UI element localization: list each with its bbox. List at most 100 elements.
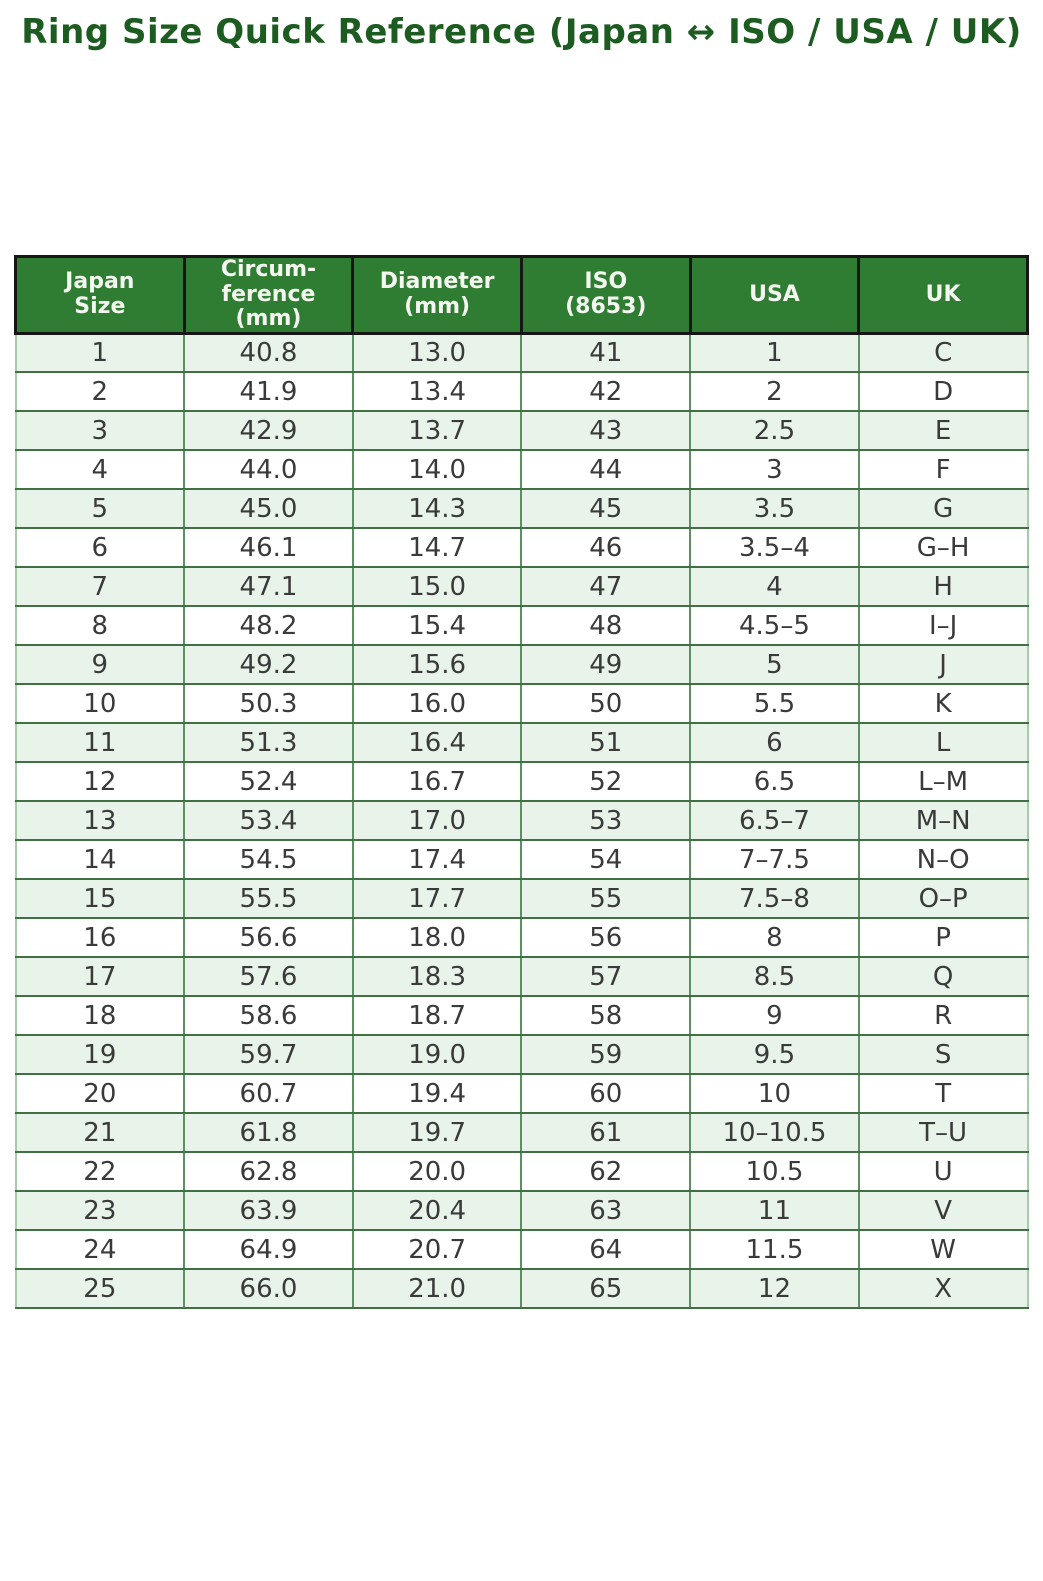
table-cell: C — [857, 332, 1029, 374]
table-cell: 13.7 — [351, 410, 523, 452]
table-row: 13 53.4 17.0 53 6.5–7 M–N — [14, 800, 1029, 842]
table-cell: 3.5 — [689, 488, 860, 530]
table-cell: 6.5–7 — [689, 800, 860, 842]
table-cell: 62 — [520, 1151, 692, 1193]
table-cell: 48 — [520, 605, 692, 647]
table-cell: 4 — [14, 449, 186, 491]
table-cell: 18.3 — [351, 956, 523, 998]
table-cell: 15.4 — [351, 605, 523, 647]
table-cell: 2 — [689, 371, 860, 413]
table-row: 8 48.2 15.4 48 4.5–5 I–J — [14, 605, 1029, 647]
table-cell: 46.1 — [183, 527, 354, 569]
table-cell: 8 — [14, 605, 186, 647]
table-row: 12 52.4 16.7 52 6.5 L–M — [14, 761, 1029, 803]
table-cell: 17 — [14, 956, 186, 998]
table-cell: 9 — [14, 644, 186, 686]
table-cell: 17.4 — [351, 839, 523, 881]
table-cell: N–O — [857, 839, 1029, 881]
table-cell: 59 — [520, 1034, 692, 1076]
table-cell: 52.4 — [183, 761, 354, 803]
table-cell: 4.5–5 — [689, 605, 860, 647]
table-cell: U — [857, 1151, 1029, 1193]
table-cell: 10 — [14, 683, 186, 725]
table-cell: 50 — [520, 683, 692, 725]
table-row: 23 63.9 20.4 63 11 V — [14, 1190, 1029, 1232]
table-body: 1 40.8 13.0 41 1 C 2 41.9 13.4 42 2 D 3 42.9 13.7 43 2.5… — [14, 332, 1029, 1310]
table-cell: 66.0 — [183, 1268, 354, 1310]
table-row: 7 47.1 15.0 47 4 H — [14, 566, 1029, 608]
table-cell: 49.2 — [183, 644, 354, 686]
table-cell: 18.0 — [351, 917, 523, 959]
table-cell: 13.0 — [351, 332, 523, 374]
table-cell: 20.7 — [351, 1229, 523, 1271]
table-cell: 47.1 — [183, 566, 354, 608]
table-cell: 5.5 — [689, 683, 860, 725]
table-cell: 45.0 — [183, 488, 354, 530]
table-header: Japan Size Circum- ference (mm) Diameter… — [14, 255, 1029, 335]
table-cell: 56 — [520, 917, 692, 959]
table-cell: 9.5 — [689, 1034, 860, 1076]
table-cell: 53.4 — [183, 800, 354, 842]
table-cell: 3.5–4 — [689, 527, 860, 569]
table-cell: 64 — [520, 1229, 692, 1271]
table-cell: 48.2 — [183, 605, 354, 647]
table-cell: 8.5 — [689, 956, 860, 998]
table-cell: 63.9 — [183, 1190, 354, 1232]
table-cell: T–U — [857, 1112, 1029, 1154]
table-cell: G–H — [857, 527, 1029, 569]
column-header-diameter: Diameter (mm) — [351, 255, 523, 335]
table-cell: 57.6 — [183, 956, 354, 998]
table-row: 9 49.2 15.6 49 5 J — [14, 644, 1029, 686]
table-cell: 10–10.5 — [689, 1112, 860, 1154]
table-cell: L–M — [857, 761, 1029, 803]
table-cell: 56.6 — [183, 917, 354, 959]
ring-size-table: Japan Size Circum- ference (mm) Diameter… — [14, 255, 1029, 1310]
table-cell: 21 — [14, 1112, 186, 1154]
table-cell: 12 — [14, 761, 186, 803]
table-cell: 5 — [689, 644, 860, 686]
table-cell: 3 — [689, 449, 860, 491]
table-row: 4 44.0 14.0 44 3 F — [14, 449, 1029, 491]
table-cell: 3 — [14, 410, 186, 452]
table-cell: 4 — [689, 566, 860, 608]
table-cell: 8 — [689, 917, 860, 959]
page-title: Ring Size Quick Reference (Japan ↔ ISO /… — [21, 12, 1022, 52]
table-cell: 57 — [520, 956, 692, 998]
table-cell: 65 — [520, 1268, 692, 1310]
table-cell: M–N — [857, 800, 1029, 842]
table-cell: 53 — [520, 800, 692, 842]
table-cell: 15.6 — [351, 644, 523, 686]
table-cell: 24 — [14, 1229, 186, 1271]
table-header-row: Japan Size Circum- ference (mm) Diameter… — [14, 255, 1029, 335]
table-cell: 14 — [14, 839, 186, 881]
table-cell: 46 — [520, 527, 692, 569]
table-cell: 61 — [520, 1112, 692, 1154]
table-row: 20 60.7 19.4 60 10 T — [14, 1073, 1029, 1115]
table-cell: 19.7 — [351, 1112, 523, 1154]
table-cell: 13 — [14, 800, 186, 842]
table-cell: 55 — [520, 878, 692, 920]
table-cell: 51 — [520, 722, 692, 764]
table-cell: 49 — [520, 644, 692, 686]
column-header-japan-size: Japan Size — [14, 255, 186, 335]
table-cell: 16.0 — [351, 683, 523, 725]
table-cell: 13.4 — [351, 371, 523, 413]
table-cell: Q — [857, 956, 1029, 998]
table-row: 5 45.0 14.3 45 3.5 G — [14, 488, 1029, 530]
table-cell: 60 — [520, 1073, 692, 1115]
table-cell: 17.7 — [351, 878, 523, 920]
table-row: 24 64.9 20.7 64 11.5 W — [14, 1229, 1029, 1271]
table-row: 14 54.5 17.4 54 7–7.5 N–O — [14, 839, 1029, 881]
table-cell: F — [857, 449, 1029, 491]
table-cell: 10.5 — [689, 1151, 860, 1193]
table-cell: 14.7 — [351, 527, 523, 569]
table-row: 11 51.3 16.4 51 6 L — [14, 722, 1029, 764]
table-cell: 6 — [14, 527, 186, 569]
table-cell: H — [857, 566, 1029, 608]
table-cell: O–P — [857, 878, 1029, 920]
table-cell: 52 — [520, 761, 692, 803]
table-cell: 7–7.5 — [689, 839, 860, 881]
table-cell: 15 — [14, 878, 186, 920]
column-header-iso: ISO (8653) — [519, 255, 692, 335]
table-cell: 64.9 — [183, 1229, 354, 1271]
